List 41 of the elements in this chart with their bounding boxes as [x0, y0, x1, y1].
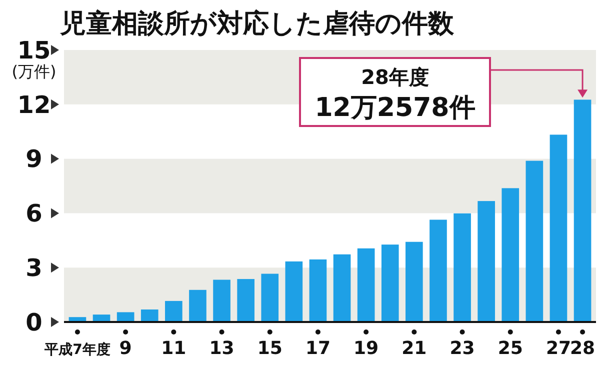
bar	[333, 254, 351, 322]
x-tick-label: 11	[161, 338, 186, 359]
bar	[526, 160, 544, 322]
x-tick-label: 27	[546, 338, 572, 359]
bar	[165, 300, 182, 322]
x-tick-label: 平成7年度	[44, 341, 110, 358]
x-tick-label: 15	[257, 338, 282, 359]
bar	[213, 280, 230, 322]
bar	[285, 261, 303, 322]
bar	[430, 220, 447, 322]
x-tick-label: 25	[498, 338, 523, 359]
bar	[574, 100, 592, 322]
bar	[550, 134, 568, 322]
bar	[189, 290, 206, 322]
y-tick-label: 12	[17, 90, 51, 119]
y-axis-title: (万件)	[12, 62, 56, 81]
x-tick-label: 9	[119, 338, 132, 359]
x-tick-label: 17	[305, 338, 331, 359]
bar	[454, 213, 471, 322]
y-tick-label: 3	[26, 254, 42, 282]
bar	[381, 244, 399, 322]
bar	[502, 188, 520, 322]
x-tick-label: 23	[450, 338, 475, 359]
x-tick-label: 19	[354, 338, 379, 359]
bar	[237, 279, 254, 322]
y-tick-label: 9	[26, 145, 42, 174]
bar	[309, 259, 327, 322]
x-tick-label: 28	[570, 338, 596, 359]
bar	[478, 201, 495, 322]
bar	[116, 312, 134, 322]
bar	[140, 309, 158, 322]
x-tick-label: 21	[402, 338, 427, 359]
y-tick-label: 0	[26, 308, 42, 336]
bar	[357, 248, 375, 322]
annotation: 28年度 12万2578件	[314, 65, 476, 123]
bar	[406, 242, 423, 322]
bar	[261, 274, 279, 322]
y-tick-label: 6	[26, 200, 42, 228]
x-tick-label: 13	[209, 338, 234, 359]
chart-title: 児童相談所が対応した虐待の件数	[59, 9, 455, 39]
y-tick-label: 15	[17, 36, 51, 64]
